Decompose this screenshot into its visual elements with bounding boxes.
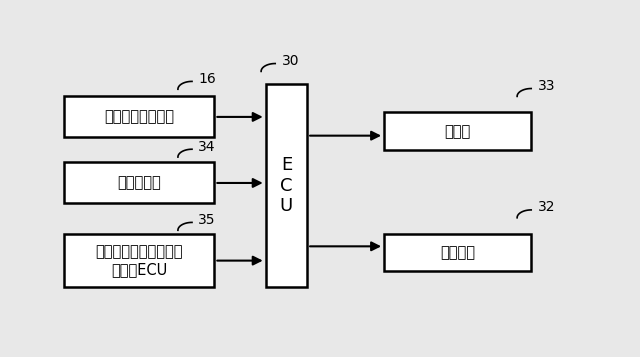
- Text: 圧力センサ: 圧力センサ: [117, 175, 161, 191]
- Text: 33: 33: [538, 79, 555, 93]
- Text: エアフローメータ: エアフローメータ: [104, 109, 174, 125]
- Text: E
C
U: E C U: [280, 156, 293, 215]
- Bar: [64, 162, 214, 203]
- Bar: [384, 112, 531, 150]
- Text: 34: 34: [198, 140, 216, 154]
- Text: 35: 35: [198, 213, 216, 227]
- Bar: [384, 234, 531, 271]
- Bar: [64, 96, 214, 137]
- Bar: [64, 234, 214, 287]
- Text: 32: 32: [538, 200, 555, 214]
- Text: 開閉弁: 開閉弁: [444, 124, 471, 139]
- Bar: [266, 84, 307, 287]
- Text: 16: 16: [198, 72, 216, 86]
- Text: 警報手段: 警報手段: [440, 245, 475, 260]
- Text: 30: 30: [282, 54, 299, 68]
- Text: 可変バルブタイミング
機構のECU: 可変バルブタイミング 機構のECU: [95, 245, 183, 277]
